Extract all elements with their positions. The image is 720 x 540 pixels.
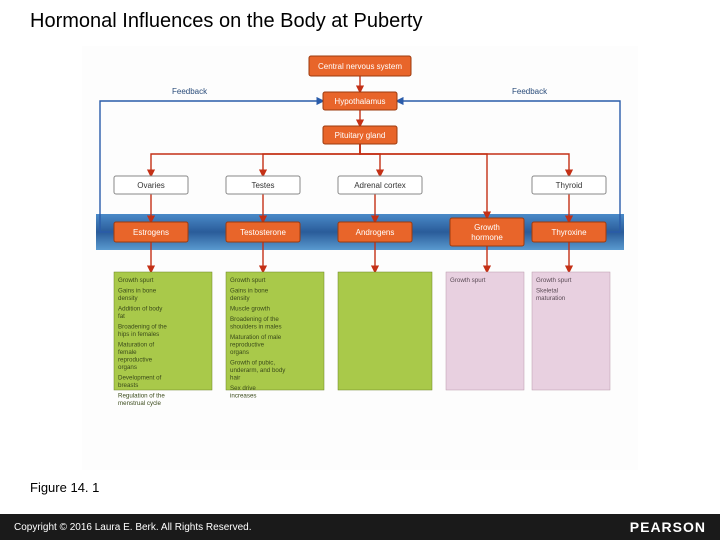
svg-text:reproductive: reproductive [118,357,153,364]
svg-text:Pituitary gland: Pituitary gland [335,131,386,140]
diagram-svg: Feedback Feedback Central nervous system… [82,46,638,470]
pearson-logo: PEARSON [630,519,706,535]
figure-diagram: Feedback Feedback Central nervous system… [82,46,638,470]
svg-text:shoulders in males: shoulders in males [230,324,282,331]
svg-text:Addition of body: Addition of body [118,306,163,313]
svg-text:increases: increases [230,393,256,400]
svg-text:Growth: Growth [474,223,500,232]
svg-text:Muscle growth: Muscle growth [230,306,270,313]
svg-text:Growth spurt: Growth spurt [536,277,572,284]
svg-text:underarm, and body: underarm, and body [230,367,286,374]
svg-text:Testes: Testes [251,181,274,190]
slide-title: Hormonal Influences on the Body at Puber… [30,10,422,33]
svg-text:Thyroxine: Thyroxine [551,228,587,237]
svg-text:Broadening of the: Broadening of the [118,324,167,331]
svg-text:Sex drive: Sex drive [230,385,256,392]
svg-text:fat: fat [118,313,125,320]
svg-text:Gains in bone: Gains in bone [118,288,157,295]
svg-text:Growth spurt: Growth spurt [230,277,266,284]
feedback-right: Feedback [512,87,548,96]
svg-text:Growth of pubic,: Growth of pubic, [230,360,275,367]
svg-text:density: density [230,295,251,302]
svg-text:hormone: hormone [471,233,503,242]
svg-text:organs: organs [230,349,249,356]
svg-text:Growth spurt: Growth spurt [450,277,486,284]
svg-text:Ovaries: Ovaries [137,181,165,190]
svg-text:Estrogens: Estrogens [133,228,169,237]
outcome-boxes: Growth spurtGains in bonedensityAddition… [114,272,610,407]
svg-text:density: density [118,295,139,302]
svg-text:Central nervous system: Central nervous system [318,62,402,71]
svg-text:Gains in bone: Gains in bone [230,288,269,295]
svg-text:Maturation of male: Maturation of male [230,334,282,341]
svg-text:Broadening of the: Broadening of the [230,316,279,323]
svg-text:menstrual cycle: menstrual cycle [118,400,162,407]
svg-text:hips in females: hips in females [118,331,159,338]
footer-bar: Copyright © 2016 Laura E. Berk. All Righ… [0,514,720,540]
copyright-text: Copyright © 2016 Laura E. Berk. All Righ… [14,522,252,533]
svg-text:Growth spurt: Growth spurt [118,277,154,284]
svg-text:Hypothalamus: Hypothalamus [334,97,385,106]
feedback-left: Feedback [172,87,208,96]
svg-text:hair: hair [230,375,240,382]
figure-caption: Figure 14. 1 [30,480,99,495]
svg-text:Maturation of: Maturation of [118,342,154,349]
svg-text:Testosterone: Testosterone [240,228,286,237]
svg-text:breasts: breasts [118,382,138,389]
svg-text:Adrenal cortex: Adrenal cortex [354,181,406,190]
svg-text:Androgens: Androgens [356,228,395,237]
svg-text:maturation: maturation [536,295,566,302]
svg-text:Development of: Development of [118,375,162,382]
svg-text:Skeletal: Skeletal [536,288,558,295]
svg-text:Regulation of the: Regulation of the [118,393,165,400]
svg-text:female: female [118,349,137,356]
svg-text:organs: organs [118,364,137,371]
svg-text:Thyroid: Thyroid [556,181,583,190]
svg-text:reproductive: reproductive [230,342,265,349]
